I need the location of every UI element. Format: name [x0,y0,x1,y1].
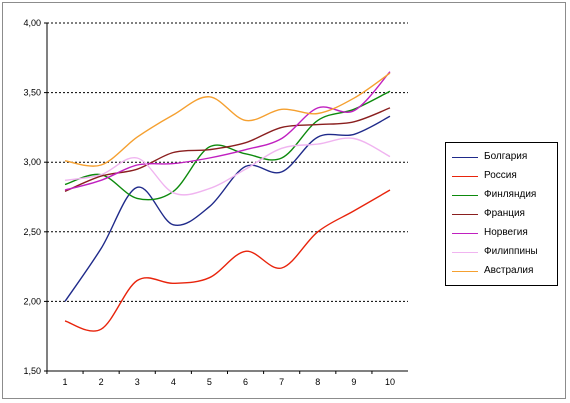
x-tick-label: 5 [207,377,212,387]
legend-item: Болгария [452,150,527,164]
y-tick-label: 2,50 [23,227,41,237]
legend-item: Филиппины [452,245,538,259]
x-tick-label: 7 [279,377,284,387]
series-line-4 [64,107,391,193]
x-tick-label: 1 [62,377,67,387]
y-tick-labels: 1,50 2,00 2,50 3,00 3,50 4,00 [23,18,41,376]
y-tick-label: 3,00 [23,157,41,167]
legend-label: Норвегия [484,227,528,238]
y-tick-label: 2,00 [23,296,41,306]
series-lines [64,71,391,332]
x-tick-label: 6 [243,377,248,387]
series-line-5 [64,71,391,191]
x-tick-label: 10 [385,377,395,387]
legend-label: Австралия [484,265,534,276]
legend-swatch [452,194,478,196]
gridlines [47,22,408,302]
legend: Болгария Россия Финляндия Франция Норвегия Фи… [445,142,558,286]
x-tick-label: 8 [315,377,320,387]
axes [44,22,408,374]
legend-item: Финляндия [452,188,536,202]
legend-swatch [452,270,478,272]
legend-label: Болгария [484,151,528,162]
legend-label: Россия [484,170,517,181]
legend-swatch [452,175,478,177]
legend-label: Финляндия [484,189,537,200]
x-tick-label: 9 [351,377,356,387]
legend-label: Филиппины [484,246,538,257]
series-line-1 [64,115,391,302]
legend-swatch [452,232,478,234]
legend-swatch [452,213,478,215]
series-line-6 [64,137,391,196]
legend-item: Франция [452,207,525,221]
legend-item: Россия [452,169,517,183]
series-line-7 [64,72,391,167]
legend-label: Франция [484,208,525,219]
x-tick-label: 3 [135,377,140,387]
legend-item: Австралия [452,264,533,278]
legend-swatch [452,251,478,253]
legend-swatch [452,156,478,158]
x-tick-label: 2 [99,377,104,387]
legend-item: Норвегия [452,226,528,240]
x-tick-label: 4 [171,377,176,387]
y-tick-label: 4,00 [23,18,41,28]
series-line-2 [64,189,391,332]
y-tick-label: 1,50 [23,366,41,376]
x-tick-labels: 1 2 3 4 5 6 7 8 9 10 [62,377,395,387]
y-tick-label: 3,50 [23,88,41,98]
